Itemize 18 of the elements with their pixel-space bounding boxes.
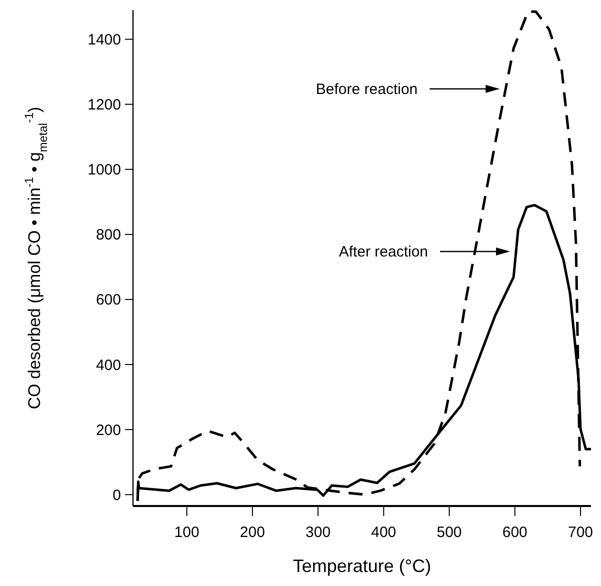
x-tick-label: 300 [306, 524, 331, 541]
y-tick-label: 1400 [88, 32, 121, 49]
x-tick-label: 500 [436, 524, 462, 541]
x-tick-label: 700 [568, 524, 594, 541]
y-tick-label: 1200 [88, 96, 121, 114]
y-tick-label: 1000 [88, 162, 121, 179]
y-tick-label: 400 [96, 356, 121, 374]
y-tick-label: 0 [112, 486, 121, 504]
x-axis-title: Temperature (°C) [292, 556, 432, 576]
x-tick-label: 400 [371, 524, 396, 541]
annotation: Before reaction [316, 81, 418, 98]
annotation: After reaction [338, 244, 428, 261]
x-tick-label: 100 [174, 524, 200, 541]
x-tick-label: 600 [502, 524, 528, 541]
x-tick-label: 200 [240, 524, 265, 541]
y-tick-label: 800 [96, 226, 121, 244]
y-tick-label: 200 [96, 422, 121, 439]
y-tick-label: 600 [96, 292, 121, 309]
